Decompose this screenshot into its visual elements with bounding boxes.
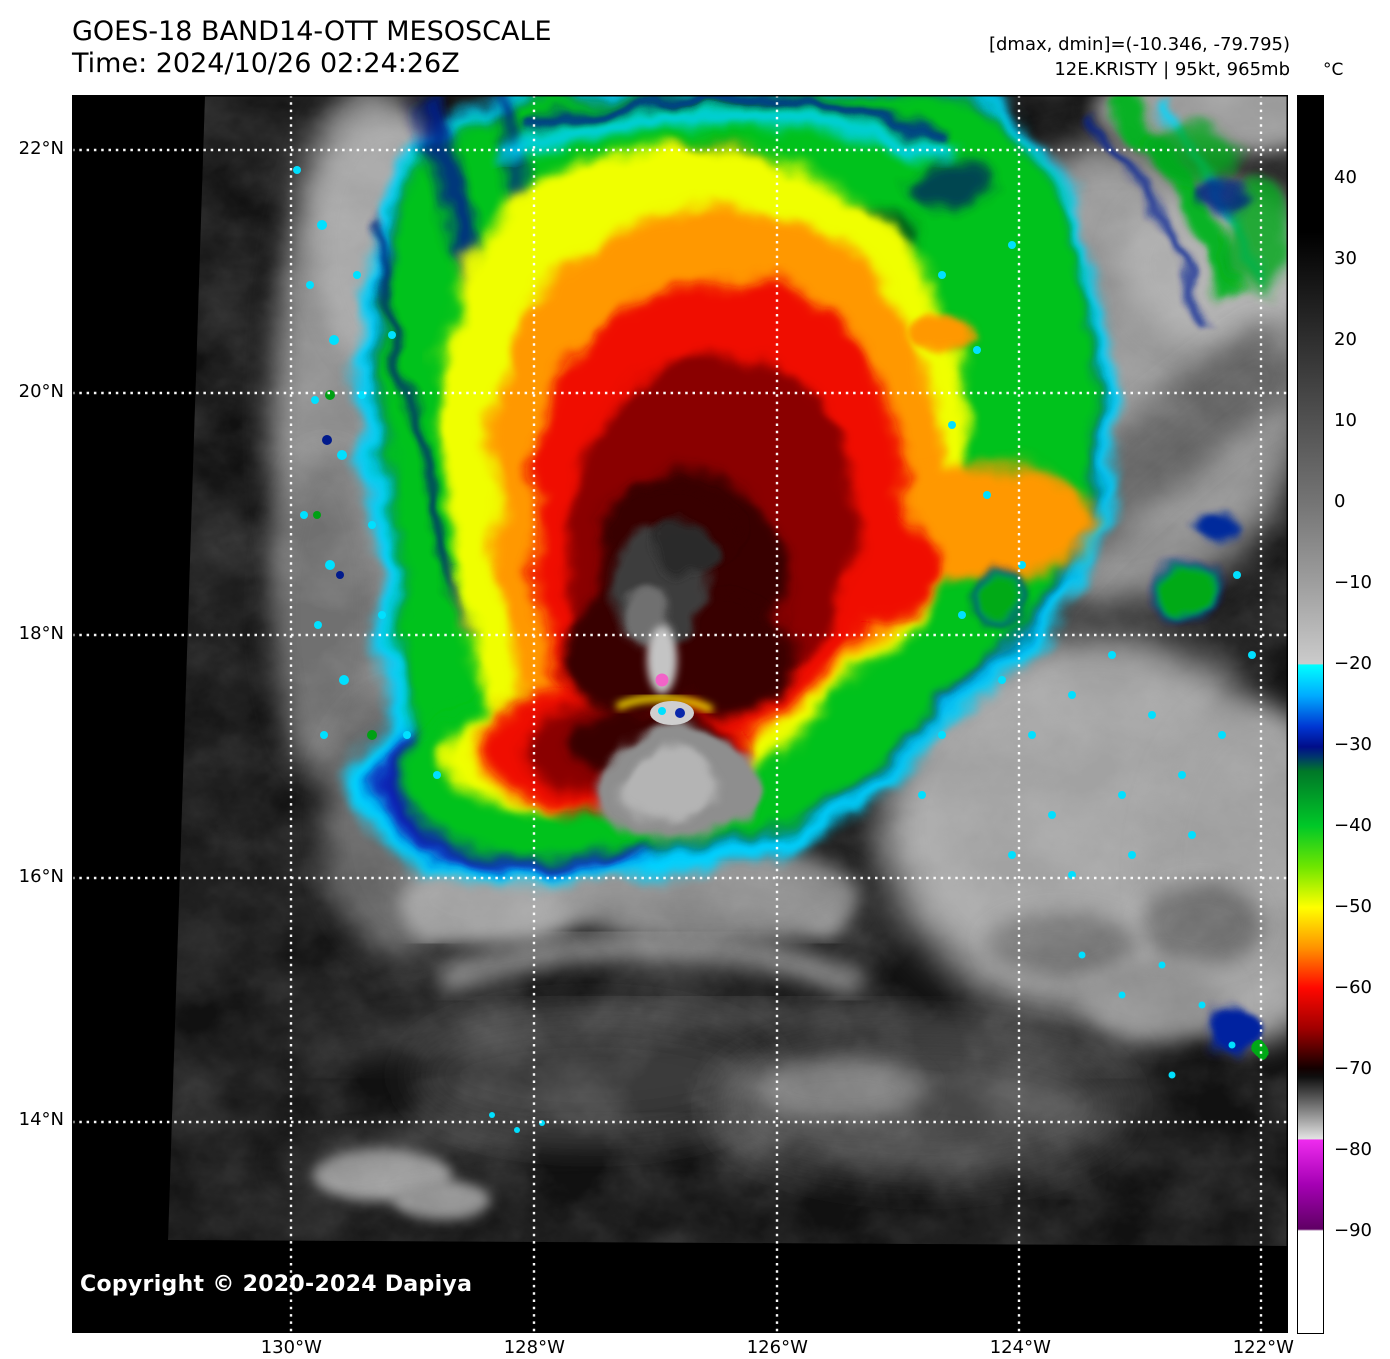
copyright-label: Copyright © 2020-2024 Dapiya [80, 1272, 473, 1297]
lat-axis-label: 22°N [18, 137, 64, 159]
colorbar-unit-label: °C [1323, 60, 1344, 80]
colorbar-tick-label: 30 [1334, 248, 1357, 270]
map-frame [72, 95, 1288, 1333]
colorbar-tick-label: −20 [1334, 653, 1372, 675]
scan-sector [168, 95, 1288, 1246]
lon-axis-label: 122°W [1232, 1337, 1294, 1358]
colorbar-tick-label: −90 [1334, 1220, 1372, 1242]
title-block: GOES-18 BAND14-OTT MESOSCALE Time: 2024/… [72, 16, 552, 81]
colorbar-tick-label: −50 [1334, 896, 1372, 918]
colorbar-tick-label: 0 [1334, 491, 1346, 513]
colorbar-tick-label: 40 [1334, 167, 1357, 189]
colorbar-gradient [1298, 96, 1323, 1333]
storm-status: 12E.KRISTY | 95kt, 965mb [1054, 59, 1290, 81]
colorbar-tick-label: −40 [1334, 815, 1372, 837]
lat-axis-label: 16°N [18, 866, 64, 888]
lon-axis-label: 126°W [746, 1337, 808, 1358]
lon-axis-label: 128°W [503, 1337, 565, 1358]
colorbar-tick-label: 10 [1334, 410, 1357, 432]
colorbar-tick-label: −10 [1334, 572, 1372, 594]
colorbar-tick-label: −60 [1334, 977, 1372, 999]
product-title: GOES-18 BAND14-OTT MESOSCALE [72, 16, 552, 47]
lat-axis-label: 20°N [18, 380, 64, 402]
colorbar-tick-label: −70 [1334, 1058, 1372, 1080]
lon-axis-label: 124°W [989, 1337, 1051, 1358]
satellite-scene [72, 95, 1288, 1333]
eye-region [615, 626, 714, 725]
lat-axis-label: 18°N [18, 623, 64, 645]
cold-cloud-shield [352, 95, 1117, 885]
lon-axis-label: 130°W [260, 1337, 322, 1358]
info-block: [dmax, dmin]=(-10.346, -79.795) 12E.KRIS… [989, 32, 1290, 82]
dmax-dmin-readout: [dmax, dmin]=(-10.346, -79.795) [988, 34, 1290, 55]
ne-cloud-streaks [1088, 95, 1288, 327]
eye-marker [655, 673, 669, 687]
overshooting-tops [598, 523, 762, 841]
timestamp: Time: 2024/10/26 02:24:26Z [72, 48, 460, 80]
lat-axis-label: 14°N [18, 1108, 64, 1130]
satellite-map: Copyright © 2020-2024 Dapiya [72, 95, 1288, 1333]
colorbar [1297, 95, 1324, 1334]
cyan-speckles [293, 166, 1256, 1133]
colorbar-tick-label: −80 [1334, 1139, 1372, 1161]
graticule [72, 95, 1288, 1333]
convective-cells [977, 507, 1271, 1059]
colorbar-tick-label: −30 [1334, 734, 1372, 756]
colorbar-tick-label: 20 [1334, 329, 1357, 351]
